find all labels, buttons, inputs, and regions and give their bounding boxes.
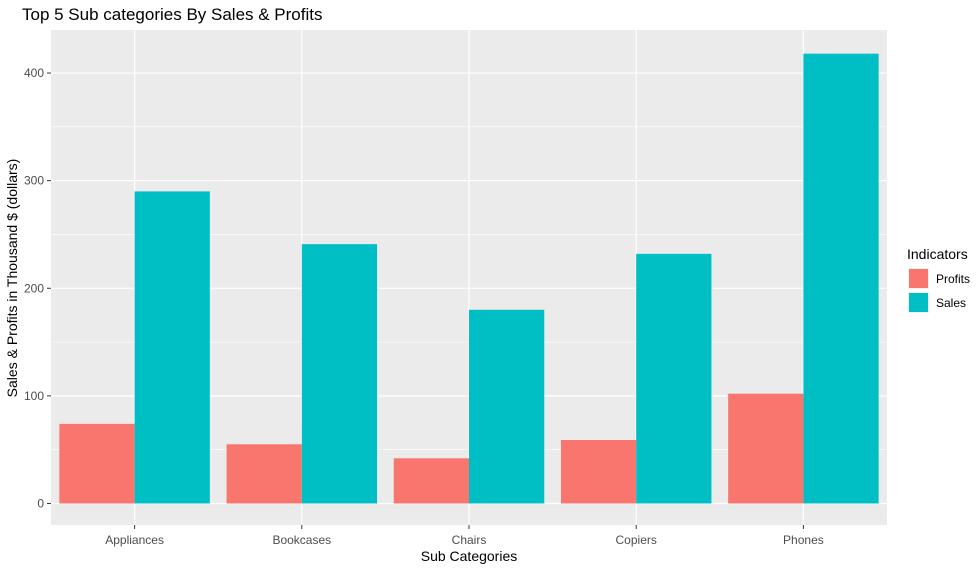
y-tick-label: 400: [24, 66, 44, 80]
legend-label-profits: Profits: [936, 272, 970, 286]
legend-swatch-sales: [909, 293, 928, 312]
x-tick-label: Copiers: [616, 533, 657, 547]
x-tick-label: Appliances: [105, 533, 164, 547]
legend-title: Indicators: [907, 246, 968, 262]
bar-sales-phones: [803, 53, 879, 504]
y-tick-label: 100: [24, 389, 44, 403]
x-tick-label: Phones: [783, 533, 824, 547]
y-tick-label: 0: [37, 496, 44, 510]
x-tick-label: Bookcases: [272, 533, 331, 547]
bar-profits-chairs: [393, 458, 469, 504]
bar-profits-bookcases: [226, 444, 302, 504]
bar-profits-phones: [728, 393, 804, 504]
bar-sales-appliances: [134, 191, 210, 504]
y-tick-label: 200: [24, 281, 44, 295]
bar-sales-copiers: [636, 253, 712, 504]
y-axis-ticks: 0 100 200 300 400: [24, 66, 51, 510]
bar-sales-chairs: [469, 309, 545, 504]
y-axis-title: Sales & Profits in Thousand $ (dollars): [4, 159, 20, 398]
bars: [59, 53, 879, 504]
chart-title: Top 5 Sub categories By Sales & Profits: [22, 5, 323, 24]
x-tick-label: Chairs: [452, 533, 487, 547]
legend-items: Profits Sales: [908, 268, 970, 313]
y-tick-label: 300: [24, 174, 44, 188]
bar-sales-bookcases: [301, 244, 378, 504]
legend-label-sales: Sales: [936, 296, 966, 310]
legend-swatch-profits: [909, 269, 928, 288]
bar-profits-appliances: [59, 423, 135, 504]
bar-profits-copiers: [560, 439, 637, 504]
x-axis-title: Sub Categories: [421, 548, 518, 564]
legend: Indicators Profits Sales: [907, 246, 970, 313]
x-axis-ticks: Appliances Bookcases Chairs Copiers Phones: [105, 525, 824, 547]
